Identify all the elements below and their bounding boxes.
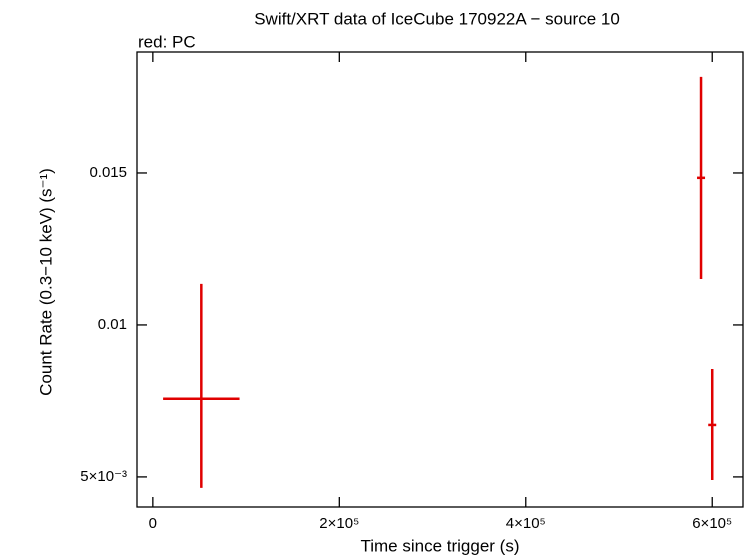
- y-tick-label: 0.01: [98, 316, 127, 333]
- x-tick-label: 4×10⁵: [506, 515, 546, 532]
- x-axis-label: Time since trigger (s): [360, 536, 519, 555]
- y-tick-label: 0.015: [89, 164, 127, 181]
- x-tick-label: 0: [149, 515, 157, 532]
- y-axis-label: Count Rate (0.3−10 keV) (s⁻¹): [36, 168, 55, 396]
- y-tick-label: 5×10⁻³: [80, 468, 127, 485]
- x-tick-label: 2×10⁵: [319, 515, 359, 532]
- chart-title: Swift/XRT data of IceCube 170922A − sour…: [254, 9, 620, 28]
- legend-label: red: PC: [138, 32, 196, 51]
- plot-frame: [136, 51, 744, 508]
- x-tick-label: 6×10⁵: [692, 515, 732, 532]
